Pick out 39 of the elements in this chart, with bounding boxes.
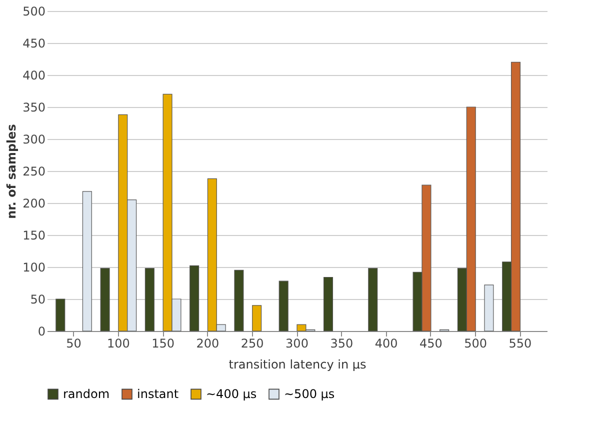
x-tick-label: 400 bbox=[374, 336, 398, 350]
x-tick-label: 500 bbox=[464, 336, 488, 350]
x-axis-title: transition latency in µs bbox=[228, 358, 366, 372]
legend-label: random bbox=[63, 387, 110, 402]
bar bbox=[278, 280, 288, 332]
y-tick-label: 100 bbox=[22, 260, 46, 274]
bar bbox=[323, 276, 334, 332]
y-tick-label: 500 bbox=[22, 4, 46, 18]
x-tick-label: 250 bbox=[240, 336, 264, 350]
y-tick-label: 400 bbox=[22, 68, 46, 82]
y-tick-label: 200 bbox=[22, 196, 46, 210]
x-tick-label: 50 bbox=[66, 336, 82, 350]
bar bbox=[100, 268, 110, 332]
x-tick-label: 100 bbox=[106, 336, 130, 350]
y-tick-label: 250 bbox=[22, 164, 46, 178]
y-tick-label: 450 bbox=[22, 36, 46, 50]
bar bbox=[252, 305, 262, 332]
bar bbox=[144, 268, 154, 332]
y-tick-label: 50 bbox=[30, 292, 46, 306]
x-tick-label: 450 bbox=[419, 336, 442, 350]
x-tick-label: 300 bbox=[286, 336, 308, 350]
bar bbox=[484, 284, 494, 332]
y-tick-label: 150 bbox=[22, 228, 46, 242]
y-tick-label: 0 bbox=[38, 324, 46, 338]
legend-label: ~400 µs bbox=[206, 387, 257, 402]
x-tick-label: 350 bbox=[330, 336, 354, 350]
x-tick-label: 550 bbox=[508, 336, 532, 350]
x-tick-label: 150 bbox=[152, 336, 175, 350]
y-axis-title: nr. of samples bbox=[4, 124, 19, 219]
bar bbox=[368, 268, 378, 332]
bar bbox=[190, 265, 200, 332]
bar bbox=[56, 298, 66, 332]
bar bbox=[82, 191, 92, 332]
y-tick-label: 350 bbox=[22, 100, 46, 114]
bar bbox=[234, 270, 244, 332]
legend-label: ~500 µs bbox=[284, 387, 335, 402]
legend-label: instant bbox=[137, 387, 179, 402]
y-tick-label: 300 bbox=[22, 132, 46, 146]
x-tick-label: 200 bbox=[196, 336, 220, 350]
